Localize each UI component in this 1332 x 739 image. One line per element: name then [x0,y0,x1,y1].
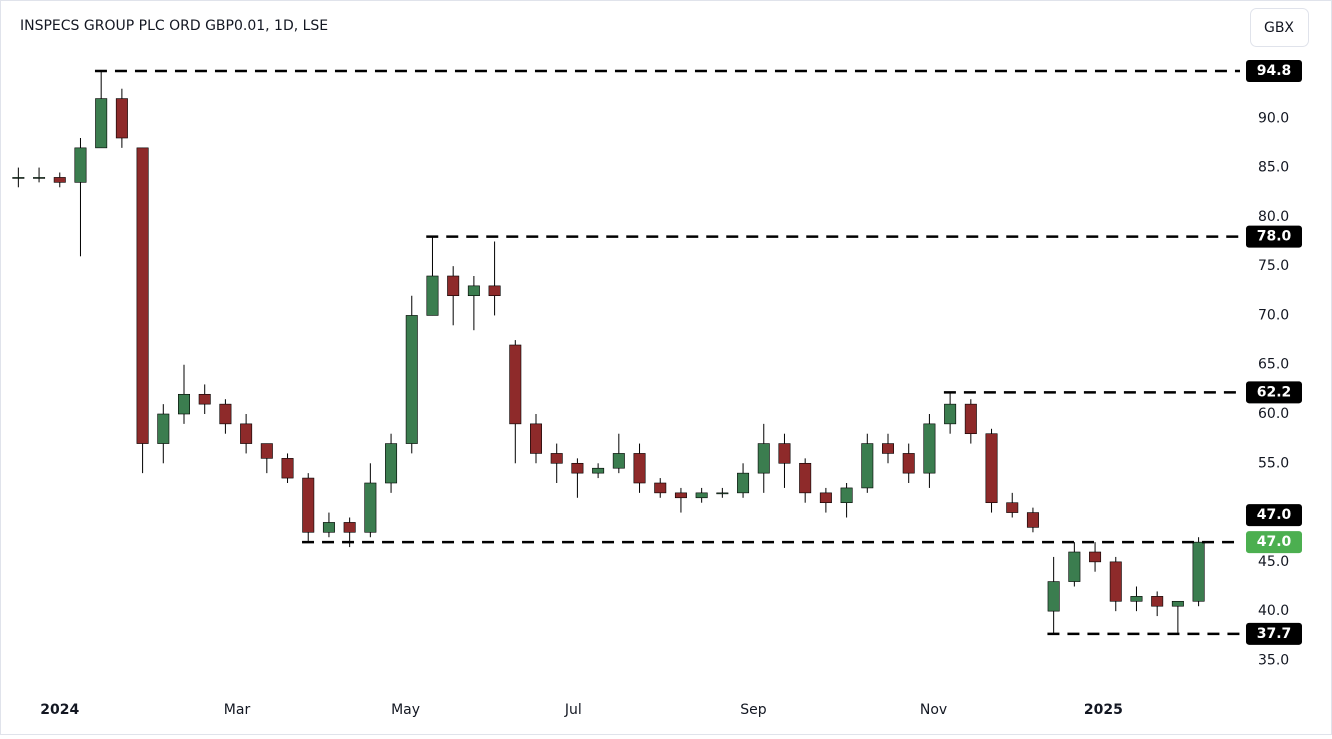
candle-body [364,482,377,533]
level-label-box [1246,381,1302,404]
candle-body [157,413,170,444]
candle-body [95,98,108,149]
candle-body [923,423,936,474]
y-tick-label: 70.0 [1258,307,1289,323]
candle-body [198,393,211,405]
currency-button[interactable] [1250,8,1309,47]
candle-body [550,453,563,464]
candle-body [964,403,977,435]
candle-body [737,472,750,494]
candle-body [840,487,853,504]
y-tick-label: 55.0 [1258,455,1289,471]
x-tick-label: Sep [740,702,767,718]
x-tick-label: 2024 [40,702,79,718]
last-price-box [1246,531,1302,554]
candle-body [1068,551,1081,582]
level-label-box [1246,622,1302,645]
level-label: 94.8 [1257,63,1292,79]
candle-body [74,147,87,183]
y-tick-label: 65.0 [1258,357,1289,373]
candle-body [426,275,439,316]
candle-body [260,443,273,459]
x-tick-label: May [391,702,420,718]
y-tick-label: 85.0 [1258,160,1289,176]
candle-body [467,285,480,297]
candle-body [695,492,708,499]
candle-body [1089,551,1102,563]
candle-body [1151,596,1164,607]
candle-body [530,423,542,454]
candle-body [778,443,791,464]
candle-body [178,393,190,415]
candle-body [1171,600,1184,607]
candle-body [944,403,957,425]
y-tick-label: 35.0 [1258,652,1289,668]
y-tick-label: 45.0 [1258,554,1289,570]
candle-body [343,522,356,533]
level-label: 37.7 [1257,626,1292,642]
candle-body [674,492,687,499]
candle-body [902,453,915,474]
level-label-box [1246,225,1302,248]
candle-body [592,467,605,474]
candle-body [861,443,874,489]
chart-title: INSPECS GROUP PLC ORD GBP0.01, 1D, LSE [20,18,328,34]
candle-body [302,477,315,533]
candle-body [115,98,128,139]
candle-body [33,177,46,179]
y-tick-label: 75.0 [1258,258,1289,274]
candle-body [136,147,149,444]
candle-body [716,492,729,495]
candle-body [612,453,625,469]
candle-body [819,492,832,504]
candle-body [385,443,398,484]
candle-body [985,433,998,504]
level-label: 62.2 [1257,384,1292,400]
candle-body [1130,596,1143,602]
y-tick-label: 90.0 [1258,110,1289,126]
candle-body [1026,512,1039,528]
candle-body [509,344,522,425]
level-label-box [1246,504,1302,527]
currency-label[interactable]: GBX [1264,20,1294,36]
y-tick-label: 60.0 [1258,406,1289,422]
x-tick-label: Nov [920,702,947,718]
candle-body [633,453,646,484]
candle-body [281,458,294,479]
candle-body [882,443,894,454]
candle-body [322,522,335,533]
candle-body [219,403,232,425]
candle-body [1047,581,1060,612]
candle-body [757,443,770,474]
candle-body [1192,541,1205,602]
x-tick-label: Jul [564,702,582,718]
level-label-box [1246,59,1302,82]
candle-body [654,482,667,494]
candle-body [53,177,66,183]
last-price-label: 47.0 [1257,534,1292,550]
y-tick-label: 80.0 [1258,209,1289,225]
y-tick-label: 40.0 [1258,603,1289,619]
candle-body [405,315,418,444]
candle-body [240,423,253,444]
x-tick-label: Mar [224,702,251,718]
candle-body [1109,561,1122,602]
candle-body [447,275,460,297]
level-label: 78.0 [1257,229,1292,245]
candle-body [488,285,501,297]
candle-body [571,462,584,474]
candle-body [799,462,812,494]
candle-body [12,177,25,179]
level-label: 47.0 [1257,507,1292,523]
candle-body [1006,502,1019,513]
x-tick-label: 2025 [1084,702,1123,718]
